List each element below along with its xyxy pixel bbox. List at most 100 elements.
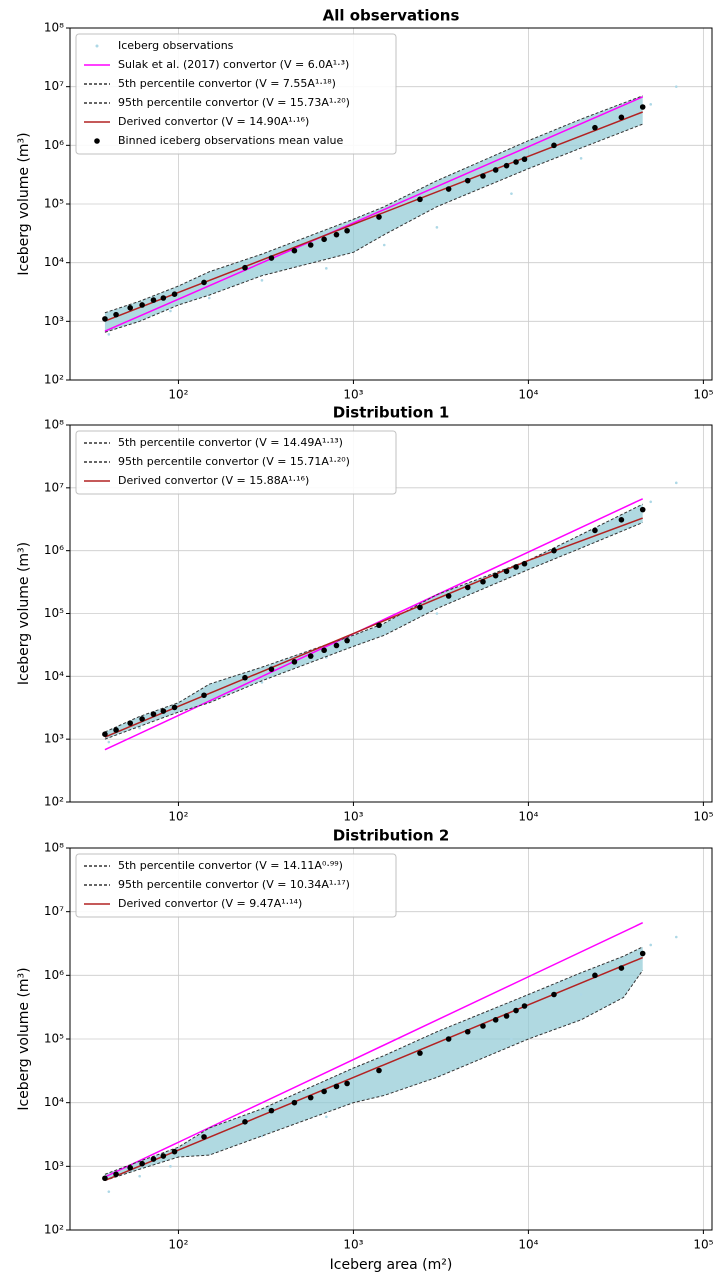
legend-label: Iceberg observations [118,39,234,52]
mean-point [127,305,134,311]
mean-point [492,572,499,579]
observation-point [649,943,653,947]
y-tick-label: 10⁵ [44,606,64,620]
observation-point [325,267,328,270]
mean-point [618,965,625,971]
mean-point [160,708,167,714]
observation-point [107,740,111,744]
legend-label: 95th percentile convertor (V = 15.71A¹·²… [118,455,350,468]
mean-point [417,604,423,611]
y-axis-label: Iceberg volume (m³) [16,542,32,685]
mean-point [201,692,207,699]
mean-point [291,247,298,254]
legend-label: Binned iceberg observations mean value [118,134,343,147]
mean-point [480,173,486,179]
y-axis-label: Iceberg volume (m³) [16,967,32,1110]
observation-point [169,309,172,313]
y-tick-label: 10⁵ [44,197,64,211]
mean-point [639,104,646,110]
mean-point [417,1050,423,1056]
x-tick-label: 10⁵ [693,1238,713,1252]
observation-point [107,1190,111,1193]
observation-point [674,935,678,939]
x-tick-label: 10⁴ [518,810,538,824]
y-tick-label: 10⁶ [44,968,64,982]
mean-point [139,716,145,722]
mean-point [376,1067,382,1074]
observation-point [107,333,111,336]
observation-point [260,681,264,684]
legend-label: Derived convertor (V = 9.47A¹·¹⁴) [118,897,302,910]
observation-point [435,1070,439,1074]
observation-point [382,1090,386,1093]
line [104,95,643,314]
mean-point [113,311,119,318]
mean-point [445,593,452,599]
legend-label: 95th percentile convertor (V = 15.73A¹·²… [118,96,350,109]
observation-point [510,1037,513,1041]
observation-point [510,192,513,195]
mean-point [127,720,134,726]
mean-point [321,236,327,243]
mean-point [268,255,275,261]
observation-point [260,1134,264,1138]
y-tick-label: 10⁸ [44,21,64,35]
observation-point [382,243,386,247]
y-tick-label: 10³ [44,732,64,746]
mean-point [268,666,275,672]
mean-point [150,711,157,717]
legend-swatch [95,44,99,48]
x-tick-label: 10⁵ [693,388,713,402]
observation-point [674,85,678,88]
mean-point [592,124,598,131]
legend-label: Derived convertor (V = 14.90A¹·¹⁶) [118,115,309,128]
mean-point [139,302,145,308]
y-tick-label: 10⁷ [44,79,64,93]
mean-point [513,1007,519,1014]
mean-point [551,547,557,554]
mean-point [139,1160,145,1167]
observation-point [435,226,439,229]
observation-point [649,103,653,106]
observation-point [207,296,211,300]
mean-point [291,1099,298,1106]
mean-point [464,584,471,591]
line [104,123,643,333]
mean-point [201,1134,207,1140]
line [104,96,644,332]
mean-point [513,159,519,165]
mean-point [113,1171,119,1178]
line [104,503,643,733]
legend-label: Derived convertor (V = 15.88A¹·¹⁶) [118,474,309,487]
mean-point [150,1156,157,1162]
observation-point [138,1174,141,1178]
mean-point [521,1003,528,1009]
mean-point [291,659,298,665]
legend-label: 5th percentile convertor (V = 14.11A⁰·⁹⁹… [118,859,343,872]
chart-title: Distribution 1 [333,404,450,422]
line [104,970,644,1181]
y-tick-label: 10⁷ [44,904,64,918]
mean-point [480,1023,486,1029]
observation-point [138,317,141,321]
line [104,946,643,1175]
mean-point [344,1080,350,1087]
mean-point [618,114,625,121]
mean-point [242,674,248,681]
observation-point [169,1165,172,1168]
mean-point [513,564,519,570]
chart-title: All observations [323,7,460,25]
observation-point [260,279,264,282]
mean-point [503,162,510,169]
observation-point [510,574,513,577]
percentile-band [104,946,643,1181]
mean-point [521,560,528,567]
observation-point [649,500,653,504]
mean-point [307,1094,314,1101]
mean-point [102,316,108,322]
legend-box [75,33,397,155]
mean-point [445,186,452,192]
x-tick-label: 10⁴ [518,1238,538,1252]
mean-point [521,156,528,163]
mean-point [445,1036,452,1042]
